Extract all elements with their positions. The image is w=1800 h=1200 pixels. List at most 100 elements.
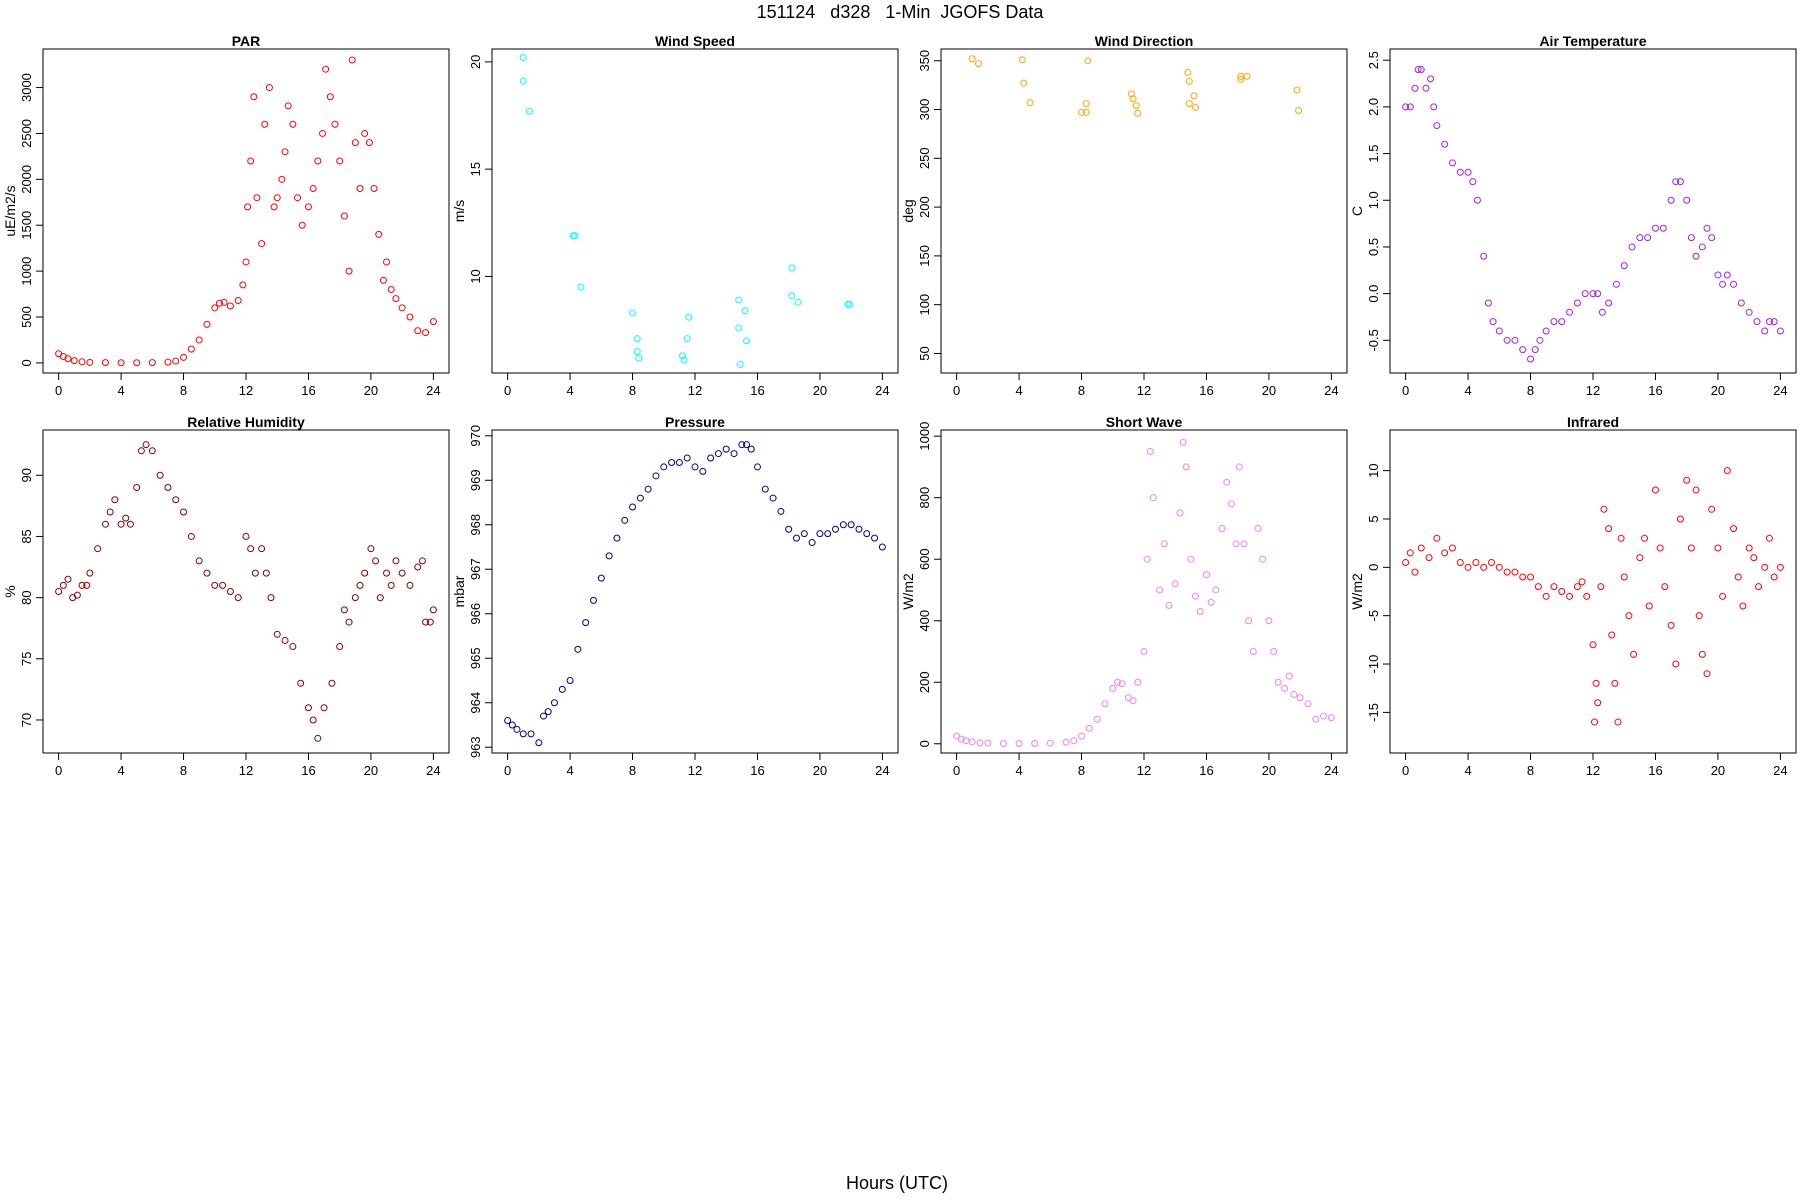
- data-point: [356, 581, 364, 589]
- data-point: [699, 467, 707, 475]
- data-point: [743, 337, 751, 345]
- data-point: [361, 569, 369, 577]
- data-point: [1719, 592, 1727, 600]
- data-point: [1628, 243, 1636, 251]
- x-tick-label: 20: [1711, 383, 1725, 398]
- data-point: [1592, 679, 1600, 687]
- data-point: [1134, 678, 1142, 686]
- data-point: [1285, 672, 1293, 680]
- y-tick-label: -5: [1366, 610, 1381, 622]
- data-point: [1558, 588, 1566, 595]
- data-point: [242, 258, 250, 266]
- data-point: [800, 530, 808, 538]
- data-point: [1270, 647, 1278, 655]
- data-point: [1489, 318, 1497, 326]
- chart-panel: Air Temperature C 0 4 8 12 16 20 24 -0.5 0.0 0.5 1.0…: [1349, 33, 1797, 398]
- x-tick-label: 20: [1262, 763, 1276, 778]
- data-point: [142, 441, 150, 449]
- data-point: [741, 307, 749, 315]
- data-point: [137, 447, 145, 455]
- data-point: [1608, 631, 1616, 639]
- data-point: [220, 298, 228, 306]
- x-tick-label: 4: [1015, 383, 1022, 398]
- chart-panel: Wind Speed m/s 0 4 8 12 16 20 24 10 15 20: [451, 33, 899, 398]
- data-point: [1237, 75, 1245, 83]
- data-point: [322, 65, 330, 73]
- series-points: [55, 441, 437, 742]
- x-tick-label: 4: [566, 383, 573, 398]
- data-point: [64, 355, 72, 363]
- data-point: [519, 77, 527, 85]
- y-tick-label: 250: [917, 147, 932, 169]
- data-point: [1304, 700, 1312, 708]
- data-point: [319, 129, 327, 137]
- data-point: [1441, 549, 1449, 557]
- data-point: [1146, 448, 1154, 456]
- data-point: [172, 357, 180, 365]
- y-tick-label: -10: [1366, 655, 1381, 674]
- data-point: [730, 450, 738, 458]
- data-point: [1128, 90, 1136, 98]
- data-point: [164, 358, 172, 366]
- data-point: [383, 569, 391, 577]
- data-point: [968, 738, 976, 746]
- x-axis-title: Hours (UTC): [846, 1173, 948, 1193]
- data-point: [878, 543, 886, 551]
- y-axis-label: mbar: [451, 575, 467, 607]
- data-point: [1594, 699, 1602, 707]
- x-tick-label: 20: [364, 383, 378, 398]
- data-point: [289, 120, 297, 128]
- data-point: [278, 175, 286, 183]
- data-point: [1672, 660, 1680, 668]
- data-point: [251, 569, 259, 577]
- data-point: [203, 569, 211, 577]
- plot-frame: [940, 48, 1348, 374]
- chart-panel: Short Wave W/m2 0 4 8 12 16 20 24 0 200 400 600 800 10…: [900, 414, 1348, 778]
- data-point: [247, 157, 255, 165]
- data-point: [1085, 724, 1093, 732]
- data-point: [1132, 102, 1140, 110]
- data-point: [1598, 308, 1606, 316]
- data-point: [519, 730, 527, 738]
- x-tick-label: 16: [301, 383, 315, 398]
- data-point: [172, 496, 180, 504]
- data-point: [250, 93, 258, 101]
- data-point: [525, 107, 533, 115]
- data-point: [406, 313, 414, 321]
- data-point: [1464, 563, 1472, 571]
- panel-title: Infrared: [1567, 414, 1619, 430]
- data-point: [1672, 178, 1680, 186]
- data-point: [1578, 578, 1586, 586]
- data-point: [1156, 586, 1164, 594]
- data-point: [571, 232, 579, 240]
- data-point: [1534, 583, 1542, 591]
- data-point: [265, 84, 273, 92]
- data-point: [1644, 234, 1652, 242]
- data-point: [180, 508, 188, 516]
- series-points: [1402, 467, 1784, 726]
- x-tick-label: 8: [1078, 383, 1085, 398]
- data-point: [426, 618, 434, 626]
- data-point: [1406, 103, 1414, 111]
- data-point: [761, 485, 769, 493]
- y-tick-label: 80: [19, 590, 34, 604]
- data-point: [1761, 327, 1769, 335]
- panel-title: Relative Humidity: [187, 414, 305, 430]
- y-tick-label: 20: [468, 55, 483, 69]
- data-point: [348, 56, 356, 64]
- data-point: [1695, 612, 1703, 620]
- data-point: [345, 267, 353, 275]
- data-point: [1714, 271, 1722, 279]
- x-tick-label: 12: [1586, 383, 1600, 398]
- data-point: [1495, 563, 1503, 571]
- data-point: [1683, 196, 1691, 204]
- data-point: [117, 520, 125, 528]
- data-point: [1245, 617, 1253, 625]
- data-point: [1469, 178, 1477, 186]
- data-point: [406, 581, 414, 589]
- data-point: [1558, 318, 1566, 326]
- panel-title: Pressure: [665, 414, 725, 430]
- x-tick-label: 12: [239, 763, 253, 778]
- data-point: [788, 292, 796, 300]
- y-tick-label: 150: [917, 245, 932, 267]
